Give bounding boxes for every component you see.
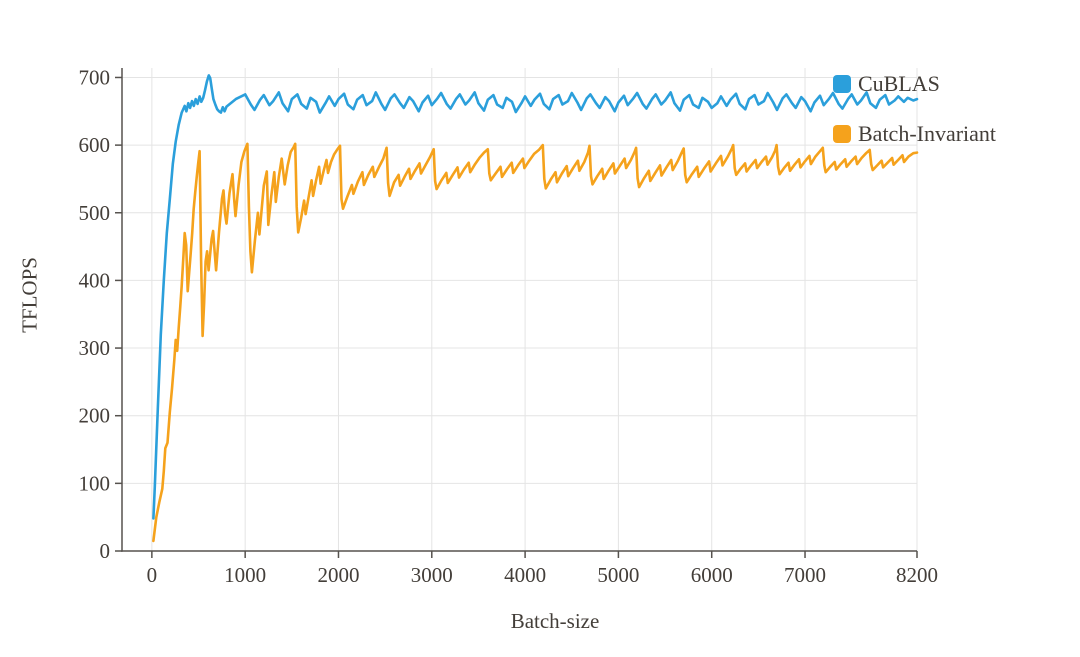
- series-line-cublas: [152, 74, 919, 520]
- legend-label-batch-invariant: Batch-Invariant: [858, 121, 997, 146]
- x-tick-label-6000: 6000: [691, 563, 733, 587]
- y-axis-title: TFLOPS: [17, 257, 42, 333]
- y-tick-label-100: 100: [79, 471, 111, 495]
- x-tick-label-2000: 2000: [317, 563, 359, 587]
- y-tick-label-700: 700: [79, 65, 111, 89]
- legend: CuBLAS Batch-Invariant: [833, 71, 996, 175]
- legend-label-cublas: CuBLAS: [858, 71, 940, 96]
- x-tick-label-3000: 3000: [411, 563, 453, 587]
- x-tick-label-4000: 4000: [504, 563, 546, 587]
- y-tick-label-300: 300: [79, 336, 111, 360]
- x-tick-label-5000: 5000: [597, 563, 639, 587]
- y-tick-label-200: 200: [79, 404, 111, 428]
- legend-swatch-batch-invariant: [833, 125, 851, 143]
- legend-swatch-cublas: [833, 75, 851, 93]
- y-tick-label-600: 600: [79, 133, 111, 157]
- x-tick-label-0: 0: [147, 563, 158, 587]
- y-tick-label-0: 0: [100, 539, 111, 563]
- y-tick-label-500: 500: [79, 201, 111, 225]
- y-tick-label-400: 400: [79, 268, 111, 292]
- x-axis-title: Batch-size: [510, 609, 600, 633]
- x-tick-label-8200: 8200: [896, 563, 938, 587]
- legend-item-batch-invariant: Batch-Invariant: [833, 121, 996, 146]
- x-tick-label-7000: 7000: [784, 563, 826, 587]
- x-tick-label-1000: 1000: [224, 563, 266, 587]
- series-line-batch-invariant: [152, 142, 919, 543]
- legend-item-cublas: CuBLAS: [833, 71, 996, 96]
